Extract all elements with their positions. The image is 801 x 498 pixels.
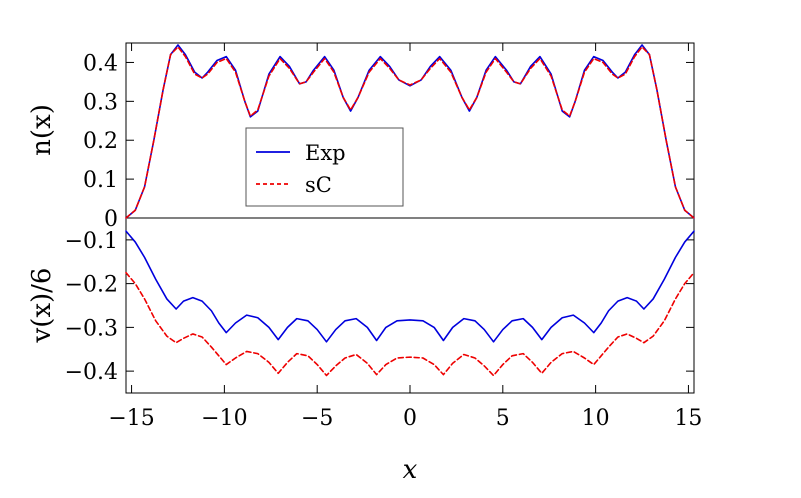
legend-box	[245, 127, 404, 207]
top-series-sc	[125, 46, 695, 219]
x-tick-label: 10	[582, 406, 610, 431]
top-ytick-label: 0.3	[83, 90, 118, 115]
x-tick-label: 0	[403, 406, 417, 431]
top-ytick-label: 0.4	[83, 51, 118, 76]
x-tick-label: −5	[301, 406, 333, 431]
top-ytick-label: 0.2	[83, 129, 118, 154]
bottom-ytick-label: −0.4	[65, 360, 118, 385]
top-y-axis-label: n(x)	[27, 104, 57, 156]
top-series	[125, 44, 695, 219]
top-ytick-label: 0	[104, 207, 118, 232]
top-y-ticks: 0 0.1 0.2 0.3 0.4	[83, 51, 694, 232]
bottom-ytick-label: −0.3	[65, 316, 118, 341]
legend-label-exp: Exp	[305, 141, 346, 165]
top-ytick-label: 0.1	[83, 168, 118, 193]
x-tick-label: −15	[108, 406, 154, 431]
x-tick-label: 15	[674, 406, 702, 431]
bottom-series-sc	[125, 271, 695, 377]
bottom-y-ticks: −0.1 −0.2 −0.3 −0.4	[65, 229, 694, 385]
bottom-ytick-label: −0.1	[65, 229, 118, 254]
bottom-ytick-label: −0.2	[65, 273, 118, 298]
x-tick-label: −10	[201, 406, 247, 431]
bottom-series-exp	[125, 230, 695, 343]
x-tick-label: 5	[496, 406, 510, 431]
legend-label-sc: sC	[305, 173, 332, 197]
legend: Exp sC	[245, 127, 404, 207]
x-axis-label: x	[403, 455, 418, 485]
bottom-series	[125, 230, 695, 377]
bottom-y-axis-label: v(x)/6	[27, 268, 57, 344]
x-ticks: −15 −10 −5 0 5 10 15	[108, 43, 702, 431]
